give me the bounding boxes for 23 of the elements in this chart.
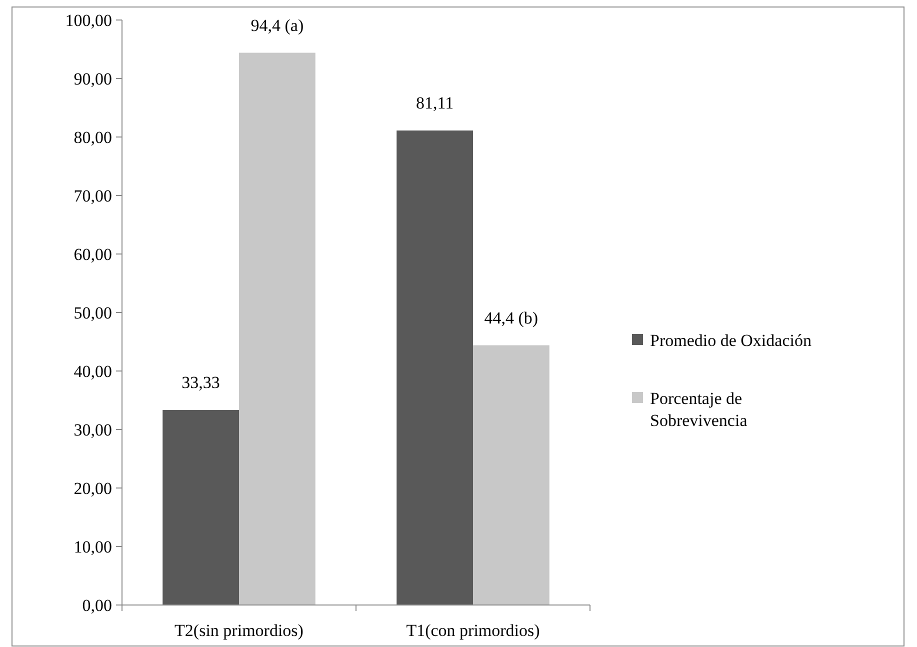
- y-tick-label: 60,00: [74, 244, 112, 264]
- y-tick-label: 20,00: [74, 478, 112, 498]
- y-tick-label: 70,00: [74, 186, 112, 206]
- bar: [239, 52, 316, 605]
- y-tick-label: 30,00: [74, 420, 112, 440]
- y-tick-label: 0,00: [82, 596, 112, 615]
- y-tick-label: 80,00: [74, 128, 112, 147]
- data-label: 33,33: [182, 373, 220, 392]
- x-tick-label: T2(sin primordios): [174, 621, 304, 640]
- bar: [473, 345, 550, 605]
- y-tick-label: 40,00: [74, 362, 112, 381]
- data-label: 94,4 (a): [250, 16, 304, 35]
- data-label: 44,4 (b): [484, 308, 538, 328]
- bar: [396, 130, 473, 605]
- y-tick-label: 100,00: [65, 10, 112, 30]
- y-tick-label: 50,00: [74, 303, 112, 322]
- legend-label: Porcentaje de Sobrevivencia: [650, 388, 748, 430]
- x-tick-label: T1(con primordios): [406, 621, 540, 640]
- data-label: 81,11: [416, 94, 454, 113]
- y-tick-label: 10,00: [74, 537, 112, 556]
- y-tick-label: 90,00: [74, 69, 112, 88]
- bar: [162, 410, 239, 605]
- legend-label: Promedio de Oxidación: [650, 330, 812, 350]
